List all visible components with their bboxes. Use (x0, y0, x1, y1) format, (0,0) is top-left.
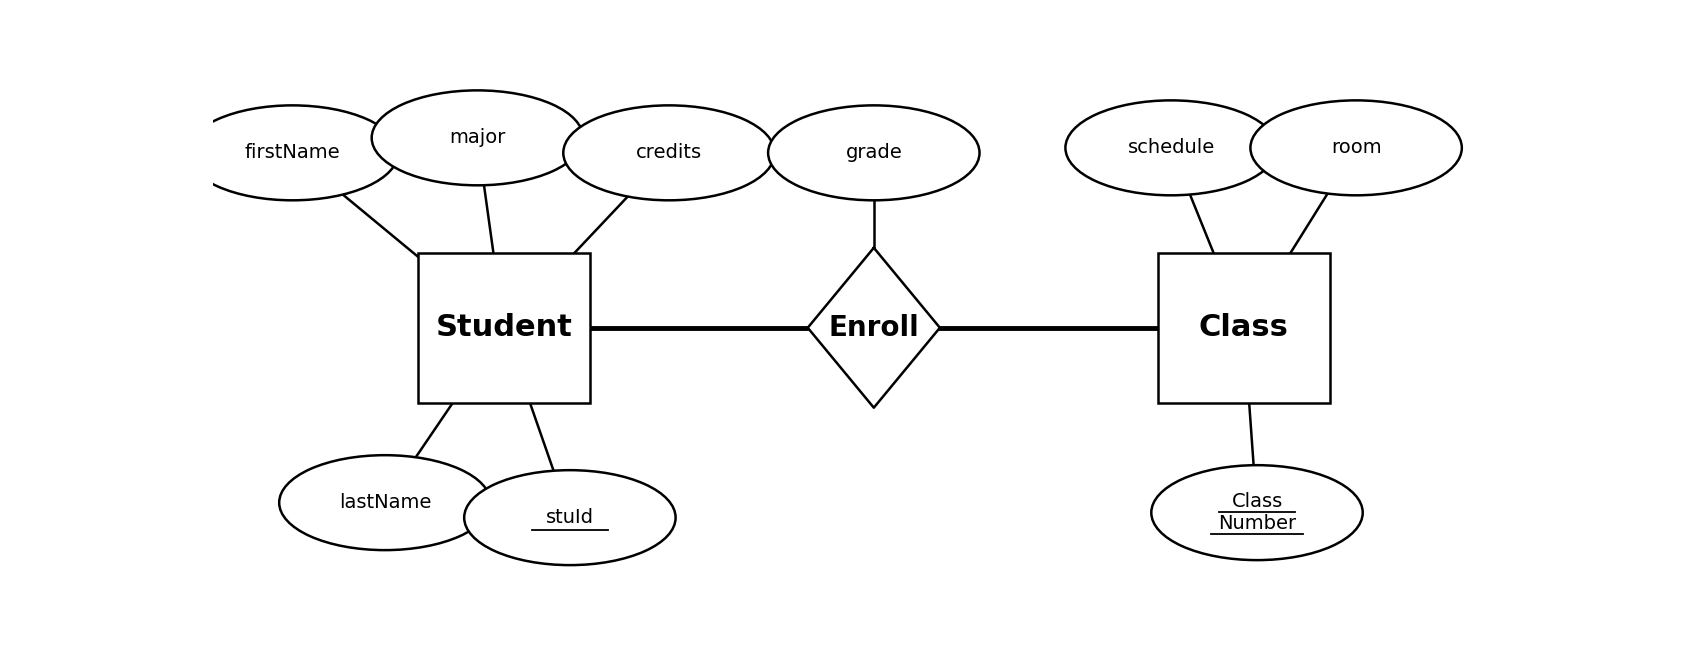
Bar (1158, 253, 1330, 402)
Ellipse shape (767, 105, 979, 201)
Text: Class: Class (1231, 492, 1282, 511)
Text: firstName: firstName (244, 143, 341, 162)
Text: Number: Number (1217, 514, 1296, 533)
Ellipse shape (188, 105, 399, 201)
Text: stuId: stuId (546, 508, 593, 527)
Text: schedule: schedule (1127, 138, 1214, 157)
Ellipse shape (1250, 101, 1461, 195)
Text: room: room (1332, 138, 1381, 157)
Text: credits: credits (636, 143, 702, 162)
Text: Student: Student (435, 313, 573, 342)
Text: Class: Class (1199, 313, 1289, 342)
Ellipse shape (563, 105, 774, 201)
Text: major: major (448, 129, 506, 147)
Ellipse shape (372, 90, 583, 186)
Text: grade: grade (846, 143, 902, 162)
Polygon shape (808, 248, 939, 408)
Ellipse shape (1066, 101, 1277, 195)
Ellipse shape (280, 455, 491, 550)
Ellipse shape (1151, 465, 1362, 560)
Bar (418, 253, 590, 402)
Text: Enroll: Enroll (829, 313, 919, 342)
Ellipse shape (464, 470, 675, 565)
Text: lastName: lastName (339, 493, 431, 512)
